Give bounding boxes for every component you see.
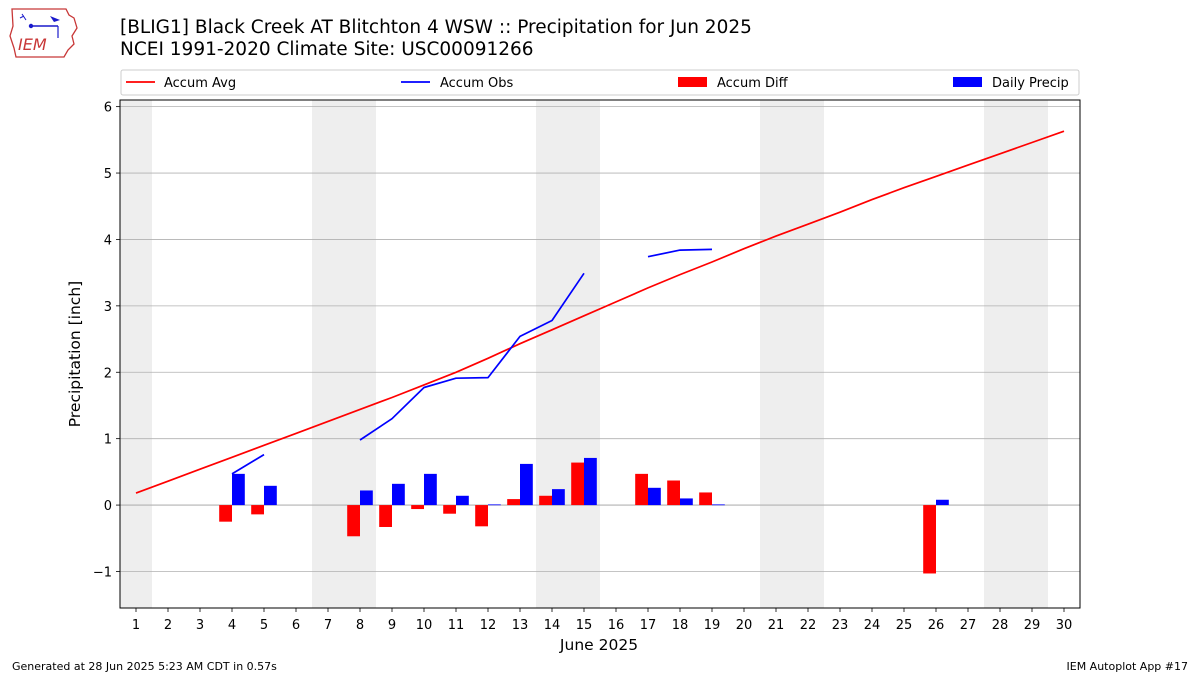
accum-diff-bar: [667, 480, 680, 506]
x-tick-label: 22: [800, 618, 817, 633]
y-tick-label: 2: [104, 366, 112, 381]
x-tick-label: 9: [388, 618, 396, 633]
x-tick-label: 23: [832, 618, 849, 633]
accum-diff-bar: [251, 505, 264, 515]
accum-diff-bar: [507, 499, 520, 506]
accum-diff-bar: [347, 505, 360, 537]
chart-subtitle: NCEI 1991-2020 Climate Site: USC00091266: [120, 39, 534, 60]
x-tick-label: 14: [544, 618, 561, 633]
daily-precip-bar: [936, 499, 949, 506]
iem-logo: IEM: [8, 6, 80, 60]
x-tick-label: 26: [928, 618, 945, 633]
x-tick-label: 6: [292, 618, 300, 633]
y-tick-label: 1: [104, 433, 112, 448]
daily-precip-bar: [584, 457, 597, 506]
x-tick-label: 8: [356, 618, 364, 633]
daily-precip-bar: [232, 473, 245, 506]
logo-text: IEM: [18, 35, 47, 54]
x-tick-label: 17: [640, 618, 657, 633]
weekend-shade: [120, 100, 152, 608]
x-tick-label: 15: [576, 618, 593, 633]
y-tick-label: 3: [104, 300, 112, 315]
legend-label-accum-obs: Accum Obs: [440, 76, 513, 91]
x-tick-label: 18: [672, 618, 689, 633]
y-tick-label: 0: [104, 499, 112, 514]
daily-precip-bar: [488, 504, 501, 506]
y-tick-label: 4: [104, 233, 112, 248]
accum-diff-bar: [571, 462, 584, 506]
accum-diff-bar: [219, 505, 232, 522]
generated-timestamp: Generated at 28 Jun 2025 5:23 AM CDT in …: [12, 660, 277, 673]
daily-precip-bar: [680, 498, 693, 506]
x-tick-label: 25: [896, 618, 913, 633]
x-tick-label: 13: [512, 618, 529, 633]
y-tick-label: −1: [93, 565, 112, 580]
daily-precip-bar: [520, 463, 533, 506]
x-tick-label: 29: [1024, 618, 1041, 633]
x-tick-label: 20: [736, 618, 753, 633]
accum-diff-bar: [443, 505, 456, 514]
accum-diff-bar: [475, 505, 488, 527]
weekend-shade: [312, 100, 376, 608]
daily-precip-bar: [552, 489, 565, 506]
x-tick-label: 7: [324, 618, 332, 633]
legend-label-accum-avg: Accum Avg: [164, 76, 236, 91]
y-tick-label: 5: [104, 167, 112, 182]
accum-diff-bar: [539, 495, 552, 506]
daily-precip-bar: [424, 473, 437, 506]
x-tick-label: 19: [704, 618, 721, 633]
accum-diff-bar: [411, 505, 424, 510]
x-tick-label: 4: [228, 618, 236, 633]
x-tick-label: 5: [260, 618, 268, 633]
x-tick-label: 11: [448, 618, 465, 633]
accum-avg-line: [135, 130, 1065, 494]
x-tick-label: 24: [864, 618, 881, 633]
x-tick-label: 28: [992, 618, 1009, 633]
accum-diff-bar: [699, 492, 712, 506]
accum-diff-bar: [635, 473, 648, 506]
daily-precip-bar: [648, 487, 661, 506]
accum-diff-bar: [379, 505, 392, 527]
legend-swatch-daily-precip: [953, 77, 982, 87]
chart-title: [BLIG1] Black Creek AT Blitchton 4 WSW :…: [120, 17, 752, 38]
x-tick-label: 16: [608, 618, 625, 633]
daily-precip-bar: [264, 485, 277, 506]
weekend-shade: [984, 100, 1048, 608]
x-tick-label: 27: [960, 618, 977, 633]
x-tick-label: 10: [416, 618, 433, 633]
plot-frame: [119, 99, 1081, 609]
app-label: IEM Autoplot App #17: [1066, 660, 1189, 673]
x-tick-label: 2: [164, 618, 172, 633]
x-tick-label: 12: [480, 618, 497, 633]
y-axis-label: Precipitation [inch]: [66, 281, 84, 427]
legend: Accum Avg Accum Obs Accum Diff Daily Precip: [120, 69, 1080, 96]
daily-precip-bar: [360, 490, 373, 506]
daily-precip-bar: [456, 495, 469, 506]
daily-precip-bar: [392, 483, 405, 506]
y-tick-label: 6: [104, 101, 112, 116]
x-tick-label: 30: [1056, 618, 1073, 633]
legend-label-daily-precip: Daily Precip: [992, 76, 1069, 91]
weekend-shade: [760, 100, 824, 608]
accum-diff-bar: [923, 505, 936, 574]
x-tick-label: 21: [768, 618, 785, 633]
legend-label-accum-diff: Accum Diff: [717, 76, 789, 91]
daily-precip-bar: [712, 504, 725, 506]
x-tick-label: 1: [132, 618, 140, 633]
x-axis-label: June 2025: [559, 636, 638, 654]
x-tick-label: 3: [196, 618, 204, 633]
legend-swatch-accum-diff: [678, 77, 707, 87]
weekend-shade: [536, 100, 600, 608]
accum-obs-line: [231, 248, 713, 475]
